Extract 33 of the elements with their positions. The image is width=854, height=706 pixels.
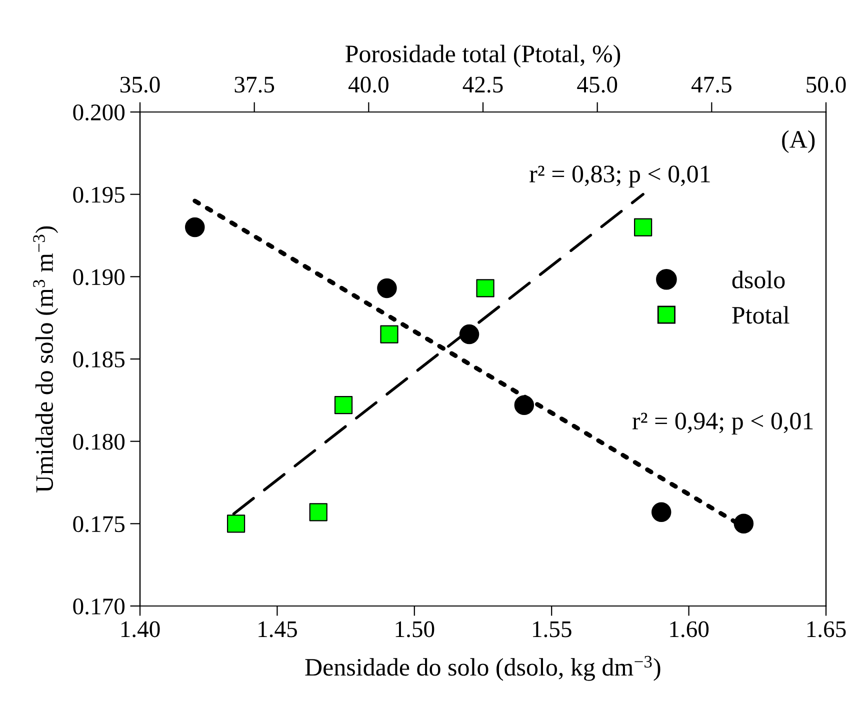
annotation: r² = 0,83; p < 0,01: [530, 166, 710, 188]
point: [734, 514, 754, 534]
y-tick-label: 0.200: [73, 104, 125, 121]
y-tick-label: 0.185: [73, 351, 124, 368]
x2-tick-label: 37.5: [234, 76, 274, 93]
annotation: r² = 0,94; p < 0,01: [632, 412, 813, 435]
y-tick-label: 0.175: [73, 516, 124, 532]
x2-tick-label: 47.5: [691, 76, 732, 93]
y-tick-label: 0.190: [73, 269, 125, 286]
point: [514, 395, 534, 415]
x-tick-label: 1.40: [121, 621, 160, 638]
y-tick-label: 0.180: [73, 434, 125, 450]
x-axis-title: Densidade do solo (dsolo, kg dm$^{−3}$): [305, 656, 660, 681]
x-tick-label: 1.60: [670, 621, 709, 638]
x2-tick-label: 40.0: [348, 76, 388, 93]
y-tick-label: 0.170: [73, 598, 125, 615]
legend-label: dsolo: [732, 270, 785, 288]
x2-tick-label: 42.5: [462, 76, 503, 93]
x2-axis-title: Porosidade total (Ptotal, %): [346, 44, 620, 68]
point: [185, 217, 205, 238]
annotation: (A): [782, 130, 815, 153]
legend-label: Ptotal: [732, 306, 790, 324]
point: [377, 278, 397, 298]
x2-tick-label: 45.0: [577, 76, 618, 93]
x-tick-label: 1.50: [396, 621, 434, 638]
x2-tick-label: 50.0: [806, 76, 846, 93]
x-tick-label: 1.45: [258, 621, 297, 638]
y-tick-label: 0.195: [73, 186, 124, 203]
y-axis-title: Umidade do solo (m$^{3}$ m$^{−3}$): [33, 226, 58, 492]
x-tick-label: 1.55: [533, 621, 572, 638]
x2-tick-label: 35.0: [120, 76, 160, 93]
x-tick-label: 1.65: [807, 621, 846, 638]
point: [651, 502, 672, 522]
